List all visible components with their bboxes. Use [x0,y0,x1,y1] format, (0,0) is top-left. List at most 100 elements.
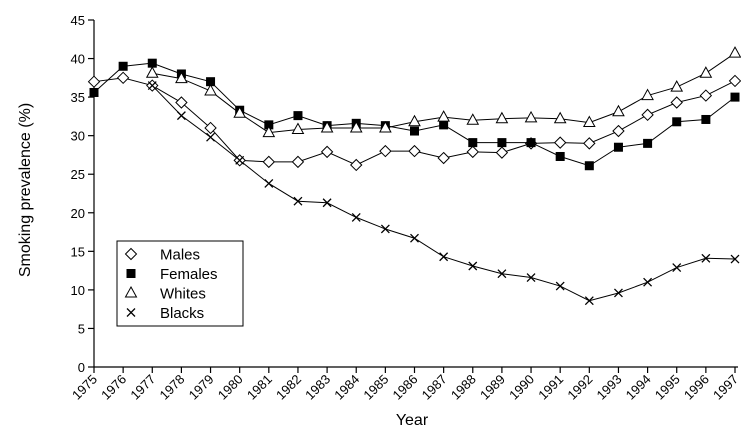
point-whites [349,120,363,133]
point-whites [320,120,334,133]
x-tick-label: 1996 [681,372,712,403]
legend-label-males: Males [160,247,200,264]
legend-marker-females [126,269,136,278]
point-females [672,117,682,127]
y-tick-label: 30 [71,129,85,144]
point-whites [553,111,567,124]
point-males [466,145,479,159]
x-tick-label: 1994 [623,372,654,403]
x-tick-label: 1992 [564,372,595,403]
y-tick-label: 15 [71,244,85,259]
x-tick-label: 1976 [98,372,129,403]
point-blacks [235,155,245,165]
point-blacks [380,224,390,234]
x-axis-label: Year [396,412,429,429]
point-blacks [147,81,157,91]
point-females [584,161,594,171]
point-whites [670,80,684,92]
point-males [670,96,683,109]
x-tick-label: 1980 [215,372,246,403]
x-tick-label: 1990 [506,372,537,403]
x-tick-label: 1995 [652,372,683,403]
x-tick-label: 1993 [594,372,625,403]
point-blacks [730,254,740,264]
point-females [497,138,507,148]
point-whites [728,46,741,58]
x-tick-label: 1978 [156,372,187,403]
x-tick-label: 1991 [535,372,566,403]
x-tick-label: 1983 [302,372,333,403]
point-females [410,126,419,136]
x-tick-label: 1985 [360,372,391,403]
y-tick-label: 25 [71,167,85,182]
point-males [583,137,596,150]
point-males [699,89,713,102]
x-tick-label: 1987 [419,372,450,403]
x-tick-label: 1981 [244,372,275,403]
point-females [118,61,128,71]
legend-label-females: Females [160,266,218,283]
y-tick-label: 45 [71,13,85,28]
x-tick-label: 1984 [331,372,362,403]
y-tick-label: 20 [71,206,85,221]
legend-marker-blacks [126,308,136,317]
point-whites [408,114,421,127]
point-whites [204,83,217,96]
point-whites [233,106,247,118]
x-tick-label: 1988 [448,372,479,403]
point-females [730,92,740,102]
point-males [175,96,188,109]
point-females [439,120,449,130]
point-males [408,144,421,158]
point-whites [145,66,159,78]
point-blacks [584,296,594,306]
point-blacks [468,261,478,271]
point-whites [612,104,625,117]
x-tick-label: 1982 [273,372,304,403]
point-males [437,151,450,165]
point-males [728,74,741,88]
legend-label-blacks: Blacks [160,305,204,322]
point-blacks [351,212,361,222]
y-axis-label: Smoking prevalence (%) [17,103,34,277]
point-females [613,142,623,152]
point-males [320,145,334,159]
point-males [204,121,217,135]
y-tick-label: 0 [78,360,85,375]
plot-area: 0510152025303540451975197619771978197919… [69,13,741,403]
legend-marker-whites [124,285,138,298]
point-blacks [701,253,711,263]
point-blacks [672,263,682,272]
point-males [379,144,392,158]
legend-marker-males [124,247,138,261]
y-tick-label: 40 [71,52,85,67]
point-males [116,71,130,85]
point-whites [437,110,450,122]
point-females [526,138,536,148]
point-whites [466,113,480,125]
point-blacks [206,132,216,142]
point-males [262,155,276,169]
point-blacks [264,179,274,188]
x-tick-label: 1975 [69,372,100,403]
point-blacks [176,111,186,121]
point-males [553,136,567,149]
point-males [495,146,509,159]
legend-label-whites: Whites [160,286,206,303]
point-whites [175,71,188,84]
point-whites [582,115,596,128]
point-whites [291,122,305,134]
point-females [468,138,478,148]
point-whites [524,110,538,123]
point-blacks [526,273,536,283]
point-blacks [293,196,303,206]
point-blacks [322,198,332,208]
point-blacks [439,252,449,262]
x-tick-label: 1989 [477,372,508,403]
point-whites [699,66,713,78]
point-whites [641,88,654,101]
point-blacks [613,288,623,298]
point-males [612,124,625,138]
point-females [147,58,157,68]
